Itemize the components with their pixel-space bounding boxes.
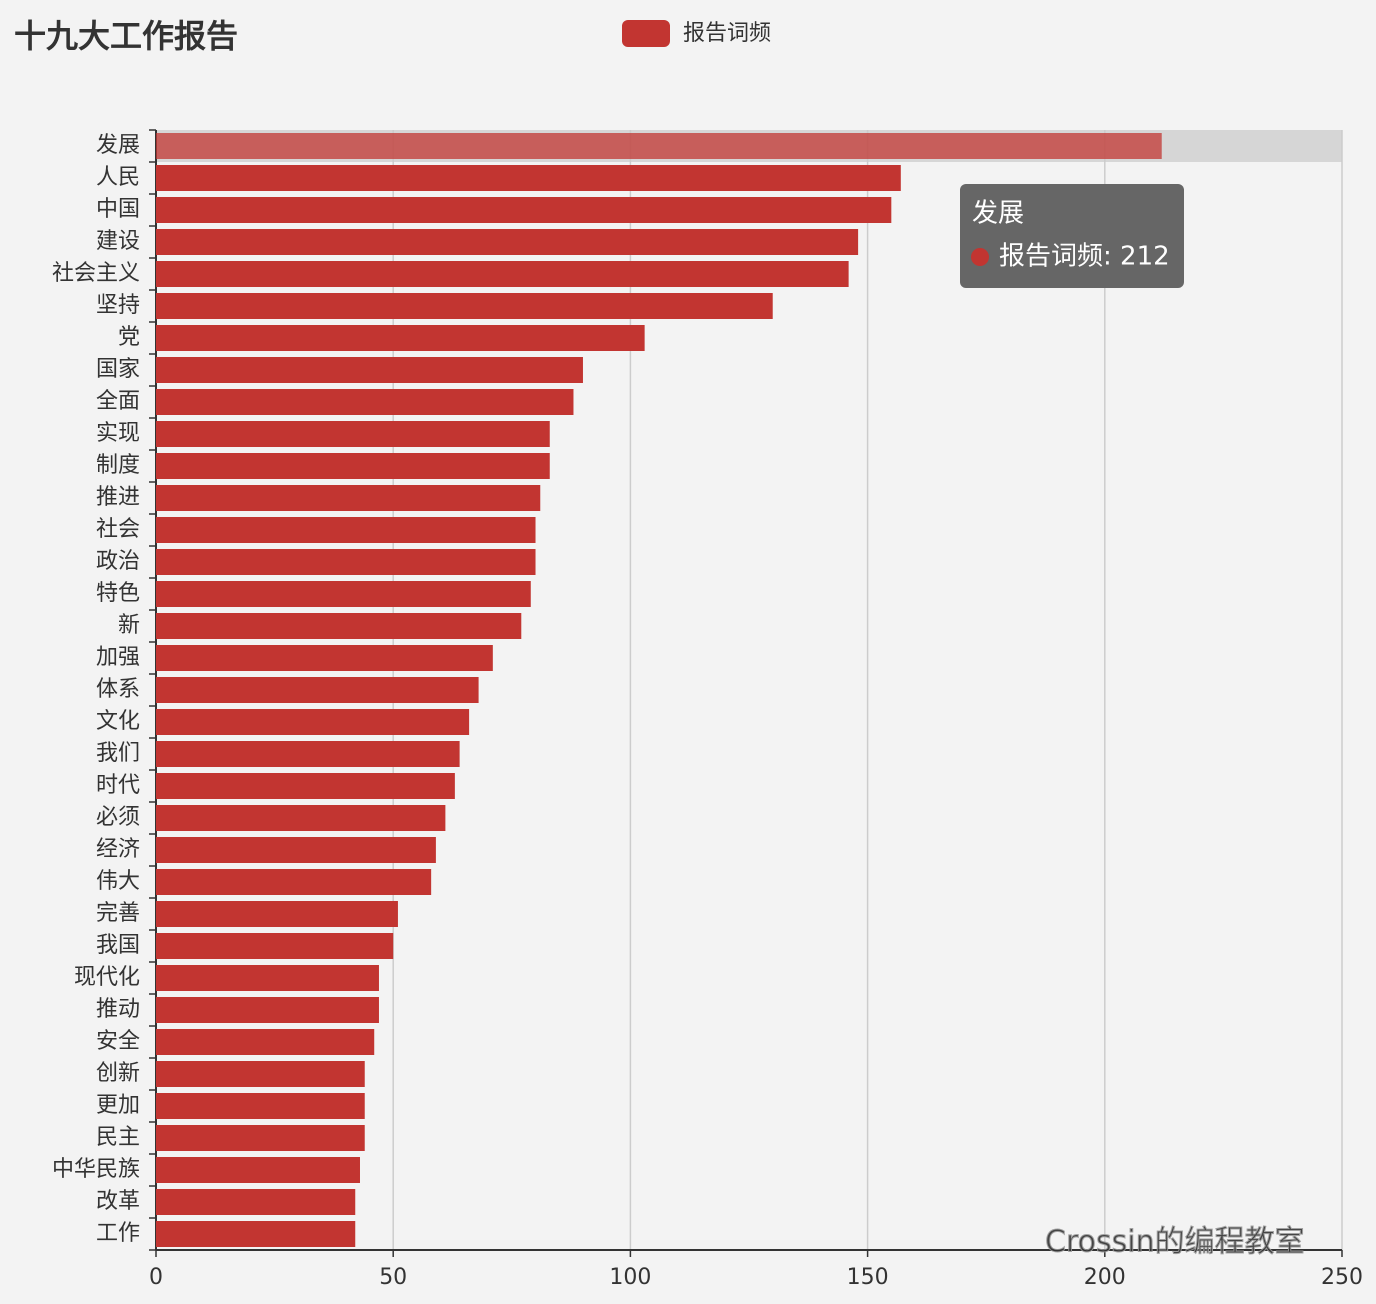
y-tick-label: 推进: [96, 485, 140, 510]
y-tick-label: 制度: [96, 453, 140, 478]
y-tick-label: 改革: [96, 1189, 140, 1214]
bar: [156, 133, 1162, 159]
y-tick-label: 人民: [96, 165, 140, 190]
x-tick-label: 100: [609, 1265, 651, 1290]
bar: [156, 517, 536, 543]
bar: [156, 581, 531, 607]
y-tick-label: 我国: [96, 933, 140, 958]
bar: [156, 357, 583, 383]
bar: [156, 741, 460, 767]
y-tick-label: 中华民族: [52, 1157, 140, 1182]
y-tick-label: 建设: [96, 229, 140, 254]
y-tick-label: 社会主义: [52, 261, 140, 286]
y-tick-label: 完善: [96, 901, 140, 926]
y-tick-label: 经济: [96, 837, 140, 862]
bar: [156, 773, 455, 799]
bar: [156, 197, 892, 223]
y-tick-label: 全面: [96, 389, 140, 414]
y-tick-label: 发展: [96, 133, 140, 158]
bar: [156, 869, 432, 895]
y-tick-label: 现代化: [74, 965, 140, 990]
bar: [156, 645, 493, 671]
x-tick-label: 200: [1084, 1265, 1126, 1290]
bar: [156, 1125, 365, 1151]
bar: [156, 1061, 365, 1087]
bar: [156, 709, 470, 735]
bar: [156, 613, 522, 639]
bar: [156, 933, 394, 959]
y-tick-label: 我们: [96, 741, 140, 766]
bar: [156, 261, 849, 287]
bar: [156, 549, 536, 575]
bar: [156, 293, 773, 319]
y-tick-label: 特色: [96, 581, 140, 606]
y-tick-label: 伟大: [96, 869, 140, 894]
x-tick-label: 250: [1321, 1265, 1363, 1290]
bar: [156, 229, 859, 255]
y-tick-label: 实现: [96, 421, 140, 446]
watermark: Crossin的编程教室: [1045, 1225, 1305, 1260]
bar: [156, 1029, 375, 1055]
legend-label[interactable]: 报告词频: [683, 21, 771, 46]
bar: [156, 421, 550, 447]
bar: [156, 1157, 360, 1183]
y-tick-label: 时代: [96, 773, 140, 798]
y-tick-label: 推动: [96, 997, 140, 1022]
legend-swatch[interactable]: [622, 20, 670, 47]
bar: [156, 965, 379, 991]
y-tick-label: 国家: [96, 357, 140, 382]
y-tick-label: 更加: [96, 1093, 140, 1118]
x-tick-label: 50: [379, 1265, 407, 1290]
tooltip-dot: [971, 248, 989, 266]
x-tick-label: 0: [149, 1265, 163, 1290]
bar: [156, 389, 574, 415]
y-tick-label: 加强: [96, 645, 140, 670]
bar: [156, 837, 436, 863]
y-tick-label: 创新: [96, 1061, 140, 1086]
bar: [156, 1221, 356, 1247]
y-tick-label: 安全: [96, 1029, 140, 1054]
y-tick-label: 体系: [96, 677, 140, 702]
y-tick-label: 中国: [96, 197, 140, 222]
tooltip-title: 发展: [972, 199, 1024, 229]
y-tick-label: 工作: [96, 1221, 140, 1246]
y-tick-label: 必须: [96, 805, 140, 830]
y-tick-label: 新: [118, 613, 140, 638]
bar: [156, 1093, 365, 1119]
bar: [156, 325, 645, 351]
bar: [156, 997, 379, 1023]
bar: [156, 805, 446, 831]
tooltip-text: 报告词频: 212: [999, 242, 1170, 272]
bar: [156, 165, 901, 191]
bar: [156, 485, 541, 511]
y-tick-label: 坚持: [96, 293, 140, 318]
bar: [156, 1189, 356, 1215]
y-tick-label: 文化: [96, 709, 140, 734]
bar: [156, 677, 479, 703]
bar: [156, 901, 398, 927]
y-tick-label: 政治: [96, 549, 140, 574]
y-tick-label: 党: [118, 325, 140, 350]
x-tick-label: 150: [847, 1265, 889, 1290]
y-tick-label: 民主: [96, 1125, 140, 1150]
bar: [156, 453, 550, 479]
y-tick-label: 社会: [96, 517, 140, 542]
tooltip-box: [960, 184, 1184, 288]
chart-title: 十九大工作报告: [14, 17, 238, 55]
